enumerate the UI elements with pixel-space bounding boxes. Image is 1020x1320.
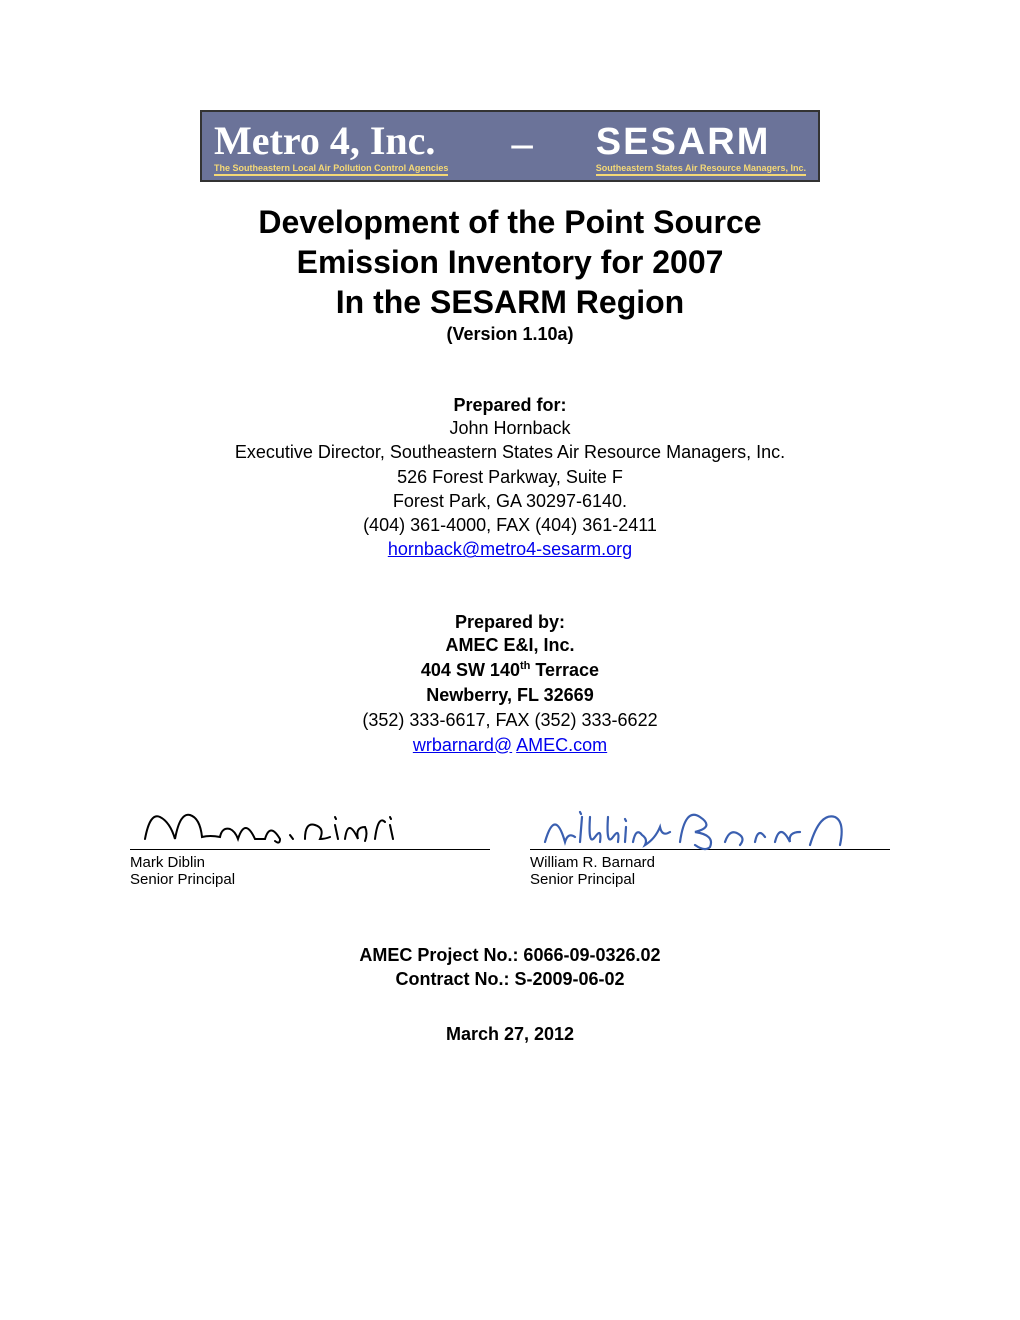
project-number: AMEC Project No.: 6066-09-0326.02 bbox=[120, 943, 900, 967]
prepared-for-email: hornback@metro4-sesarm.org bbox=[120, 537, 900, 561]
title-line-3: In the SESARM Region bbox=[120, 282, 900, 322]
signature-left-name: Mark Diblin bbox=[130, 854, 490, 871]
title-line-1: Development of the Point Source bbox=[120, 202, 900, 242]
banner-left-main: Metro 4, Inc. bbox=[214, 121, 448, 161]
version: (Version 1.10a) bbox=[120, 324, 900, 345]
banner-left-sub: The Southeastern Local Air Pollution Con… bbox=[214, 163, 448, 173]
date-block: March 27, 2012 bbox=[120, 1022, 900, 1046]
addr1-sup: th bbox=[520, 660, 530, 672]
signature-left-block: Mark Diblin Senior Principal bbox=[130, 797, 490, 888]
banner-right-main: SESARM bbox=[596, 123, 806, 161]
prepared-by-section: Prepared by: AMEC E&I, Inc. 404 SW 140th… bbox=[120, 612, 900, 757]
banner-right-sub: Southeastern States Air Resource Manager… bbox=[596, 163, 806, 173]
prepared-for-phone: (404) 361-4000, FAX (404) 361-2411 bbox=[120, 513, 900, 537]
document-date: March 27, 2012 bbox=[120, 1022, 900, 1046]
prepared-for-addr2: Forest Park, GA 30297-6140. bbox=[120, 489, 900, 513]
title-block: Development of the Point Source Emission… bbox=[120, 202, 900, 345]
prepared-for-addr1: 526 Forest Parkway, Suite F bbox=[120, 465, 900, 489]
prepared-by-company: AMEC E&I, Inc. bbox=[120, 633, 900, 658]
signature-left-title: Senior Principal bbox=[130, 871, 490, 888]
banner-right-block: SESARM Southeastern States Air Resource … bbox=[596, 123, 806, 176]
prepared-by-addr2: Newberry, FL 32669 bbox=[120, 683, 900, 708]
signature-left-line bbox=[130, 849, 490, 850]
signature-right-name: William R. Barnard bbox=[530, 854, 890, 871]
prepared-by-email2-link[interactable]: AMEC.com bbox=[516, 735, 607, 755]
title-line-2: Emission Inventory for 2007 bbox=[120, 242, 900, 282]
prepared-for-label: Prepared for: bbox=[120, 395, 900, 416]
contract-number: Contract No.: S-2009-06-02 bbox=[120, 967, 900, 991]
signature-left-image bbox=[130, 797, 490, 857]
banner-separator: – bbox=[512, 120, 533, 176]
addr1-pre: 404 SW 140 bbox=[421, 660, 520, 680]
prepared-by-addr1: 404 SW 140th Terrace bbox=[120, 658, 900, 683]
banner-left-block: Metro 4, Inc. The Southeastern Local Air… bbox=[214, 121, 448, 176]
project-block: AMEC Project No.: 6066-09-0326.02 Contra… bbox=[120, 943, 900, 992]
prepared-by-email1-link[interactable]: wrbarnard@ bbox=[413, 735, 512, 755]
prepared-for-name: John Hornback bbox=[120, 416, 900, 440]
prepared-for-section: Prepared for: John Hornback Executive Di… bbox=[120, 395, 900, 562]
signature-right-block: William R. Barnard Senior Principal bbox=[530, 797, 890, 888]
banner-right-underline bbox=[596, 174, 806, 176]
signature-row: Mark Diblin Senior Principal William R. … bbox=[120, 797, 900, 888]
prepared-by-phone: (352) 333-6617, FAX (352) 333-6622 bbox=[120, 708, 900, 732]
prepared-for-role: Executive Director, Southeastern States … bbox=[120, 440, 900, 464]
prepared-by-email: wrbarnard@ AMEC.com bbox=[120, 733, 900, 757]
signature-right-line bbox=[530, 849, 890, 850]
signature-right-image bbox=[530, 797, 890, 857]
addr1-post: Terrace bbox=[530, 660, 599, 680]
header-banner: Metro 4, Inc. The Southeastern Local Air… bbox=[200, 110, 820, 182]
prepared-by-label: Prepared by: bbox=[120, 612, 900, 633]
banner-left-underline bbox=[214, 174, 448, 176]
signature-right-title: Senior Principal bbox=[530, 871, 890, 888]
prepared-for-email-link[interactable]: hornback@metro4-sesarm.org bbox=[388, 539, 632, 559]
